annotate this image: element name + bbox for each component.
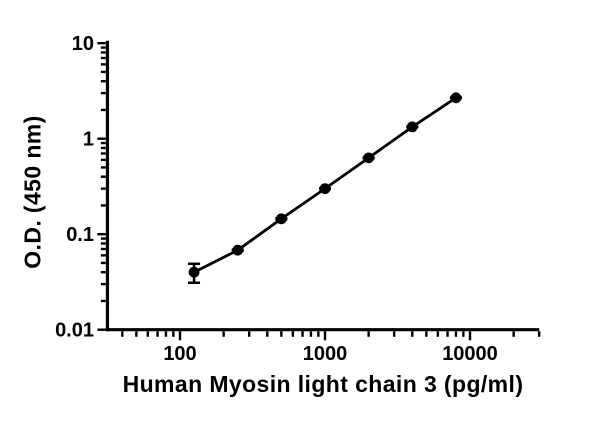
data-point (406, 121, 418, 133)
data-point (363, 152, 375, 164)
y-tick-label: 0.01 (55, 320, 94, 342)
data-point (275, 213, 287, 225)
data-point (319, 183, 331, 195)
x-tick-label: 1000 (303, 343, 348, 365)
y-tick-label: 1 (83, 129, 94, 151)
x-tick-label: 100 (163, 343, 196, 365)
x-axis-title: Human Myosin light chain 3 (pg/ml) (122, 371, 524, 397)
data-point (450, 92, 462, 104)
data-point (232, 244, 244, 256)
x-tick-label: 10000 (442, 343, 498, 365)
y-tick-label: 10 (72, 33, 94, 55)
y-tick-label: 0.1 (66, 224, 94, 246)
y-axis-title: O.D. (450 nm) (19, 115, 46, 269)
data-point (188, 266, 200, 278)
